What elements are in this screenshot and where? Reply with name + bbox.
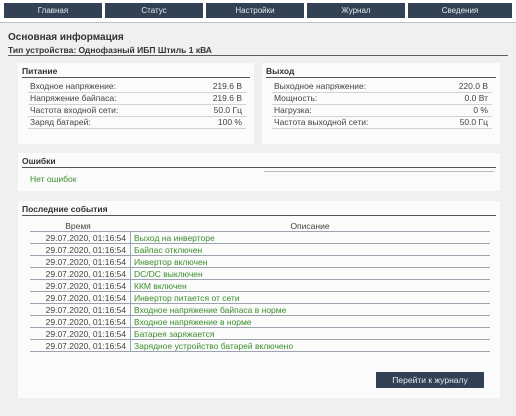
event-description: Инвертор питается от сети (134, 293, 240, 303)
event-description: Зарядное устройство батарей включено (134, 341, 294, 351)
row-value: 100 % (217, 117, 242, 127)
panel-divider (22, 167, 496, 168)
column-separator (130, 280, 131, 291)
event-time: 29.07.2020, 01:16:54 (45, 329, 126, 339)
table-row: 29.07.2020, 01:16:54 Байпас отключен (30, 244, 490, 256)
event-time: 29.07.2020, 01:16:54 (45, 341, 126, 351)
column-separator (130, 304, 131, 315)
event-time: 29.07.2020, 01:16:54 (45, 293, 126, 303)
column-header-time: Время (65, 221, 91, 231)
event-time: 29.07.2020, 01:16:54 (45, 245, 126, 255)
row-value: 50.0 Гц (213, 105, 242, 115)
table-row: 29.07.2020, 01:16:54 Батарея заряжается (30, 328, 490, 340)
errors-separator (264, 171, 494, 172)
event-time: 29.07.2020, 01:16:54 (45, 305, 126, 315)
row-value: 0 % (473, 105, 488, 115)
tab-info[interactable]: Сведения (408, 3, 512, 18)
column-separator (130, 340, 131, 351)
page-title: Основная информация (8, 32, 124, 43)
column-separator (130, 256, 131, 267)
power-row-battery-charge: Заряд батарей: 100 % (28, 116, 246, 129)
event-description: Инвертор включен (134, 257, 208, 267)
column-separator (130, 244, 131, 255)
row-label: Частота входной сети: (30, 105, 119, 115)
output-row-load: Нагрузка: 0 % (272, 104, 492, 117)
event-time: 29.07.2020, 01:16:54 (45, 281, 126, 291)
power-row-bypass-voltage: Напряжение байпаса: 219.6 В (28, 92, 246, 105)
tab-home[interactable]: Главная (4, 3, 102, 18)
table-row: 29.07.2020, 01:16:54 Входное напряжение в… (30, 316, 490, 328)
power-row-input-voltage: Входное напряжение: 219.6 В (28, 80, 246, 93)
event-description: Входное напряжение в норме (134, 317, 252, 327)
event-description: ККМ включен (134, 281, 187, 291)
column-separator (130, 232, 131, 243)
row-label: Входное напряжение: (30, 81, 116, 91)
output-panel-title: Выход (266, 66, 295, 76)
row-label: Нагрузка: (274, 105, 312, 115)
events-panel: Последние события Время Описание 29.07.2… (18, 201, 500, 398)
tab-settings[interactable]: Настройки (206, 3, 304, 18)
row-label: Напряжение байпаса: (30, 93, 117, 103)
table-row: 29.07.2020, 01:16:54 Выход на инверторе (30, 232, 490, 244)
table-row: 29.07.2020, 01:16:54 Зарядное устройство … (30, 340, 490, 352)
power-row-input-frequency: Частота входной сети: 50.0 Гц (28, 104, 246, 117)
column-separator (130, 328, 131, 339)
table-row: 29.07.2020, 01:16:54 Входное напряжение б… (30, 304, 490, 316)
panel-divider (22, 77, 250, 78)
panel-divider (22, 215, 496, 216)
output-panel: Выход Выходное напряжение: 220.0 В Мощно… (262, 63, 500, 144)
row-value: 0.0 Вт (464, 93, 488, 103)
event-time: 29.07.2020, 01:16:54 (45, 317, 126, 327)
panel-divider (266, 77, 496, 78)
table-row: 29.07.2020, 01:16:54 Инвертор питается от… (30, 292, 490, 304)
power-panel-title: Питание (22, 66, 58, 76)
device-type: Тип устройства: Однофазный ИБП Штиль 1 к… (8, 45, 212, 55)
events-table-header: Время Описание (30, 220, 490, 232)
row-value: 220.0 В (458, 81, 488, 91)
row-value: 219.6 В (212, 81, 242, 91)
event-description: DC/DC выключен (134, 269, 203, 279)
top-navigation: Главная Статус Настройки Журнал Сведения (0, 0, 516, 23)
row-label: Частота выходной сети: (274, 117, 369, 127)
row-label: Мощность: (274, 93, 318, 103)
event-time: 29.07.2020, 01:16:54 (45, 257, 126, 267)
output-row-power: Мощность: 0.0 Вт (272, 92, 492, 105)
row-value: 50.0 Гц (459, 117, 488, 127)
output-row-frequency: Частота выходной сети: 50.0 Гц (272, 116, 492, 129)
events-panel-title: Последние события (22, 204, 108, 214)
column-header-description: Описание (290, 221, 330, 231)
table-row: 29.07.2020, 01:16:54 DC/DC выключен (30, 268, 490, 280)
row-label: Выходное напряжение: (274, 81, 367, 91)
go-to-journal-button[interactable]: Перейти к журналу (376, 372, 484, 388)
event-time: 29.07.2020, 01:16:54 (45, 233, 126, 243)
row-label: Заряд батарей: (30, 117, 91, 127)
event-description: Батарея заряжается (134, 329, 215, 339)
power-panel: Питание Входное напряжение: 219.6 В Напр… (18, 63, 254, 144)
errors-panel: Ошибки Нет ошибок (18, 153, 500, 191)
table-row: 29.07.2020, 01:16:54 Инвертор включен (30, 256, 490, 268)
table-row: 29.07.2020, 01:16:54 ККМ включен (30, 280, 490, 292)
event-description: Байпас отключен (134, 245, 203, 255)
row-value: 219.6 В (212, 93, 242, 103)
errors-panel-title: Ошибки (22, 156, 56, 166)
column-separator (130, 268, 131, 279)
column-separator (130, 316, 131, 327)
event-description: Входное напряжение байпаса в норме (134, 305, 287, 315)
tab-status[interactable]: Статус (105, 3, 203, 18)
output-row-voltage: Выходное напряжение: 220.0 В (272, 80, 492, 93)
event-description: Выход на инверторе (134, 233, 215, 243)
header-divider (8, 55, 508, 56)
column-separator (130, 292, 131, 303)
errors-status: Нет ошибок (30, 174, 77, 184)
tab-journal[interactable]: Журнал (307, 3, 405, 18)
event-time: 29.07.2020, 01:16:54 (45, 269, 126, 279)
